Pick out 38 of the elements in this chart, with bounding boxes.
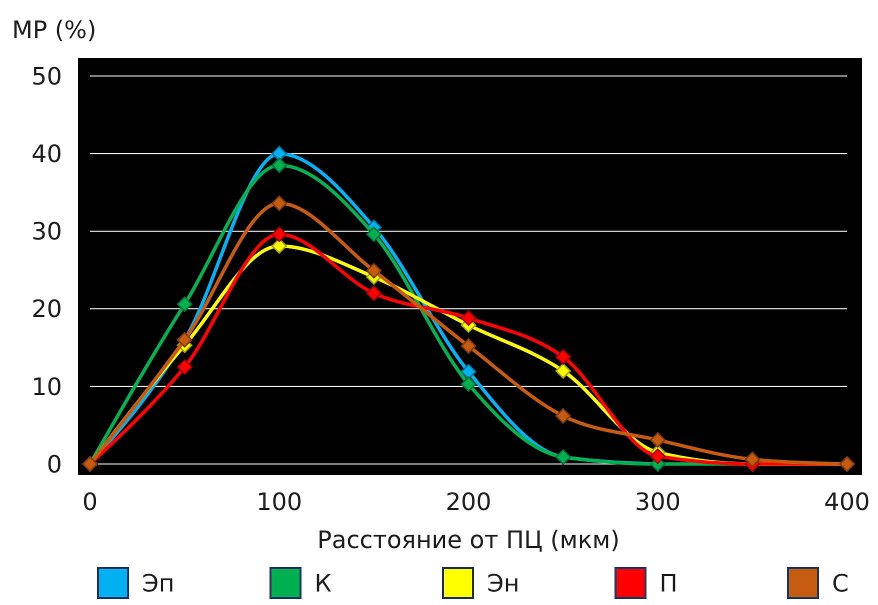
legend-label: С [832, 569, 849, 598]
x-tick-label: 200 [446, 488, 492, 516]
point [176, 359, 192, 375]
x-tick-label: 100 [256, 488, 302, 516]
point [366, 286, 382, 302]
x-tick-label: 300 [634, 488, 681, 516]
point [272, 146, 287, 162]
point [176, 296, 192, 312]
x-tick-label: 0 [82, 488, 98, 516]
y-tick-label: 30 [31, 218, 62, 246]
y-tick-label: 20 [31, 295, 62, 324]
point [555, 349, 571, 365]
point [272, 157, 287, 173]
y-tick-label: 40 [31, 140, 62, 168]
legend-label: К [314, 569, 332, 598]
x-tick-label: 400 [824, 488, 870, 516]
point [460, 376, 476, 392]
x-axis-title: Расстояние от ПЦ (мкм) [317, 526, 620, 554]
legend-label: П [660, 569, 678, 598]
point [366, 226, 382, 242]
point [366, 263, 382, 279]
legend-label: Эп [142, 569, 174, 598]
point [555, 408, 571, 424]
y-axis-title: МР (%) [12, 16, 96, 44]
y-tick-label: 10 [31, 372, 62, 401]
point [460, 310, 476, 326]
legend-label: Эн [487, 569, 520, 598]
point [272, 238, 287, 254]
point [272, 226, 287, 242]
point [650, 448, 666, 464]
point [460, 364, 476, 380]
point [650, 432, 666, 448]
y-tick-label: 0 [46, 450, 62, 478]
point [460, 338, 476, 354]
point [744, 452, 760, 468]
point [272, 196, 287, 212]
point [555, 363, 571, 379]
y-tick-label: 50 [31, 62, 62, 90]
